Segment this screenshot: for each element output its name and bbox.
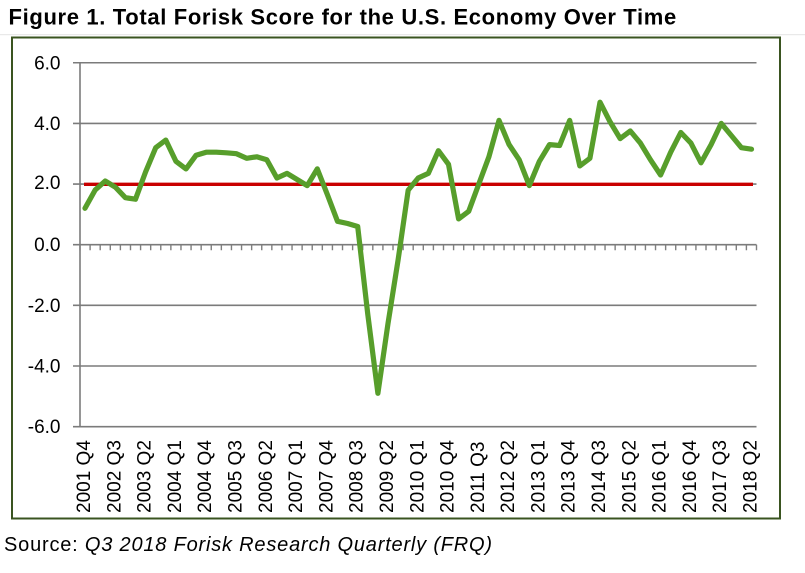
svg-text:2015 Q2: 2015 Q2: [619, 440, 640, 513]
svg-text:Figure 1. Total Forisk Score f: Figure 1. Total Forisk Score for the U.S…: [9, 5, 677, 30]
svg-text:2014 Q3: 2014 Q3: [589, 440, 610, 513]
svg-text:2001 Q4: 2001 Q4: [74, 440, 95, 513]
svg-text:2005 Q3: 2005 Q3: [226, 440, 247, 513]
svg-text:2010 Q4: 2010 Q4: [438, 440, 459, 513]
svg-text:2016 Q1: 2016 Q1: [650, 440, 671, 513]
svg-text:-2.0: -2.0: [28, 296, 61, 317]
svg-text:2004 Q1: 2004 Q1: [165, 440, 186, 513]
svg-text:2018 Q2: 2018 Q2: [741, 440, 762, 513]
svg-text:2011 Q3: 2011 Q3: [468, 442, 489, 513]
svg-text:2017 Q3: 2017 Q3: [710, 440, 731, 513]
svg-text:2007 Q1: 2007 Q1: [286, 440, 307, 513]
svg-text:2013 Q1: 2013 Q1: [528, 440, 549, 513]
svg-text:6.0: 6.0: [34, 53, 60, 74]
svg-text:-6.0: -6.0: [28, 417, 61, 438]
svg-text:-4.0: -4.0: [28, 357, 61, 378]
svg-text:2008 Q3: 2008 Q3: [347, 440, 368, 513]
svg-text:2006 Q2: 2006 Q2: [256, 440, 277, 513]
svg-text:2016 Q4: 2016 Q4: [680, 440, 701, 513]
svg-text:2004 Q4: 2004 Q4: [195, 440, 216, 513]
svg-text:2002 Q3: 2002 Q3: [104, 440, 125, 513]
svg-text:0.0: 0.0: [34, 235, 60, 256]
svg-text:4.0: 4.0: [34, 114, 60, 135]
svg-text:Source: Q3 2018 Forisk Researc: Source: Q3 2018 Forisk Research Quarterl…: [4, 534, 493, 556]
svg-text:2009 Q2: 2009 Q2: [377, 440, 398, 513]
svg-text:2012 Q2: 2012 Q2: [498, 440, 519, 513]
svg-text:2003 Q2: 2003 Q2: [135, 440, 156, 513]
svg-text:2007 Q4: 2007 Q4: [316, 440, 337, 513]
svg-text:2013 Q4: 2013 Q4: [559, 440, 580, 513]
svg-text:2.0: 2.0: [34, 173, 60, 194]
svg-text:2010 Q1: 2010 Q1: [407, 440, 428, 513]
